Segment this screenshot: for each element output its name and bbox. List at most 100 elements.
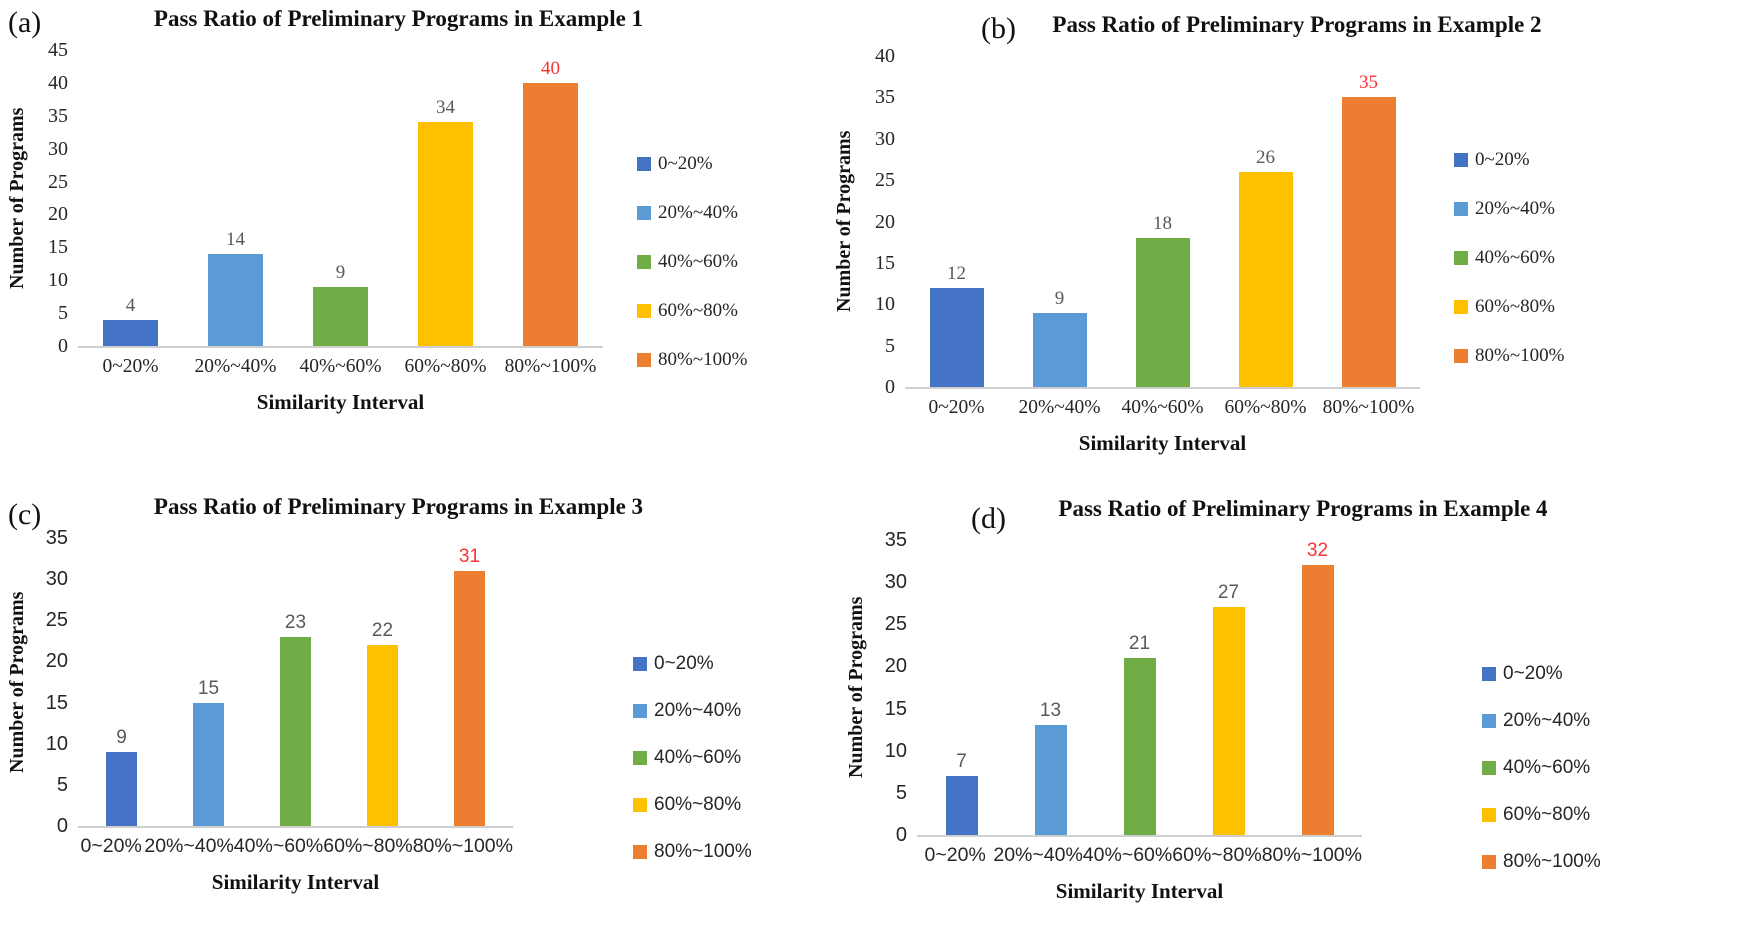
bar-value-label: 22	[371, 619, 394, 641]
bar-slot: 34	[393, 50, 498, 346]
legend: 0~20% 20%~40% 40%~60% 60%~80% 80%~100%	[1482, 664, 1601, 871]
y-tick-label: 40	[875, 45, 895, 67]
legend-label: 40%~60%	[1475, 247, 1555, 268]
y-tick-label: 10	[875, 293, 895, 316]
x-axis-ticks: 0~20% 20%~40% 40%~60% 60%~80% 80%~100%	[78, 357, 603, 377]
legend-label: 20%~40%	[1503, 710, 1591, 731]
plot-column: 4 14 9 34 40 0~20% 20%~40% 40%~60% 60%~80% 80%~1…	[78, 50, 603, 415]
panel-a: (a) Pass Ratio of Preliminary Programs i…	[0, 0, 781, 450]
legend-label: 60%~80%	[1475, 296, 1555, 317]
y-axis-title: Number of Programs	[6, 591, 28, 773]
panel-c: (c) Pass Ratio of Preliminary Programs i…	[0, 450, 781, 940]
x-axis-title: Similarity Interval	[1055, 878, 1224, 903]
y-tick-label: 5	[885, 334, 895, 357]
bar-0~20%	[103, 319, 158, 346]
y-axis-ticks: 40 35 30 25 20 15 10 5 0	[863, 46, 905, 397]
x-tick-label: 60%~80%	[1224, 397, 1307, 418]
legend-swatch-icon	[637, 254, 651, 269]
bar-value-label: 35	[1359, 72, 1378, 94]
bar-value-label: 9	[335, 261, 346, 283]
bar-slot: 9	[78, 538, 165, 826]
legend-label: 0~20%	[654, 653, 714, 674]
y-axis-title: Number of Programs	[833, 130, 855, 313]
bar-slot: 27	[1184, 540, 1273, 835]
y-tick-label: 40	[48, 71, 68, 94]
y-tick-label: 0	[895, 824, 907, 846]
legend-label: 20%~40%	[1475, 198, 1555, 219]
bar-slot: 7	[917, 540, 1006, 835]
bar-20%~40%	[1032, 312, 1087, 387]
legend-item: 20%~40%	[637, 203, 747, 222]
x-axis-title: Similarity Interval	[211, 869, 380, 894]
bar-value-label: 31	[458, 545, 481, 567]
plot-area: 12 9 18 26 35	[905, 56, 1420, 389]
panel-d: (d) Pass Ratio of Preliminary Programs i…	[781, 450, 1751, 940]
legend-item: 80%~100%	[1482, 852, 1601, 871]
y-tick-label: 10	[45, 732, 68, 755]
legend-swatch-icon	[637, 352, 651, 367]
legend-item: 60%~80%	[633, 795, 752, 814]
bar-value-label: 23	[284, 611, 307, 633]
x-tick-label: 0~20%	[102, 356, 159, 377]
legend-swatch-icon	[1454, 299, 1468, 314]
y-tick-label: 10	[48, 269, 68, 292]
legend-item: 80%~100%	[637, 350, 747, 369]
legend-item: 20%~40%	[633, 701, 752, 720]
x-tick-label: 60%~80%	[323, 835, 413, 857]
legend: 0~20% 20%~40% 40%~60% 60%~80% 80%~100%	[633, 654, 752, 861]
bar-80%~100%	[454, 570, 485, 826]
bar-slot: 23	[252, 538, 339, 826]
bar-slot: 40	[498, 50, 603, 346]
x-axis-title: Similarity Interval	[256, 389, 425, 414]
chart-title-c: Pass Ratio of Preliminary Programs in Ex…	[153, 494, 644, 519]
x-axis-title: Similarity Interval	[1078, 430, 1247, 455]
x-tick-label: 80%~100%	[504, 356, 597, 377]
y-axis-ticks: 35 30 25 20 15 10 5 0	[875, 530, 917, 845]
legend-swatch-icon	[1454, 348, 1468, 363]
y-tick-label: 5	[895, 781, 907, 804]
legend-item: 0~20%	[637, 154, 747, 173]
legend-item: 80%~100%	[633, 842, 752, 861]
bar-slot: 35	[1317, 56, 1420, 387]
legend-swatch-icon	[1482, 760, 1496, 775]
x-tick-label: 20%~40%	[194, 356, 277, 377]
plot-area: 7 13 21 27 32	[917, 540, 1362, 837]
legend-swatch-icon	[1482, 807, 1496, 822]
legend-item: 60%~80%	[637, 301, 747, 320]
bar-value-label: 9	[1054, 287, 1065, 309]
y-tick-label: 25	[48, 170, 68, 193]
plot-column: 7 13 21 27 32 0~20% 20%~40% 40%~60% 60%~80% 80%~…	[917, 540, 1362, 904]
x-tick-label: 80%~100%	[1322, 397, 1415, 418]
x-tick-label: 40%~60%	[1121, 397, 1204, 418]
legend-item: 0~20%	[1454, 150, 1564, 169]
bar-60%~80%	[367, 644, 398, 826]
bar-slot: 31	[426, 538, 513, 826]
bar-value-label: 9	[116, 726, 127, 748]
y-tick-label: 25	[884, 613, 907, 636]
x-tick-label: 40%~60%	[1082, 844, 1173, 866]
legend-swatch-icon	[1454, 152, 1468, 167]
y-tick-label: 25	[875, 169, 895, 192]
chart-title-a: Pass Ratio of Preliminary Programs in Ex…	[153, 6, 644, 31]
bar-slot: 26	[1214, 56, 1317, 387]
legend-item: 40%~60%	[637, 252, 747, 271]
y-tick-label: 0	[56, 815, 68, 837]
legend-swatch-icon	[1454, 250, 1468, 265]
bar-value-label: 34	[436, 97, 455, 119]
legend-swatch-icon	[637, 303, 651, 318]
y-tick-label: 35	[48, 104, 68, 127]
y-axis-ticks: 45 40 35 30 25 20 15 10 5 0	[36, 40, 78, 356]
bar-40%~60%	[280, 636, 311, 826]
legend-item: 60%~80%	[1454, 297, 1564, 316]
bar-40%~60%	[1135, 238, 1190, 387]
y-tick-label: 20	[875, 210, 895, 233]
y-tick-label: 30	[48, 137, 68, 160]
legend-label: 80%~100%	[1475, 345, 1565, 366]
legend-label: 60%~80%	[1503, 804, 1591, 825]
bar-slot: 13	[1006, 540, 1095, 835]
legend-label: 60%~80%	[658, 300, 738, 321]
bar-20%~40%	[1034, 725, 1067, 835]
legend-swatch-icon	[633, 750, 647, 765]
bar-value-label: 21	[1128, 633, 1151, 654]
bar-value-label: 12	[947, 262, 966, 284]
